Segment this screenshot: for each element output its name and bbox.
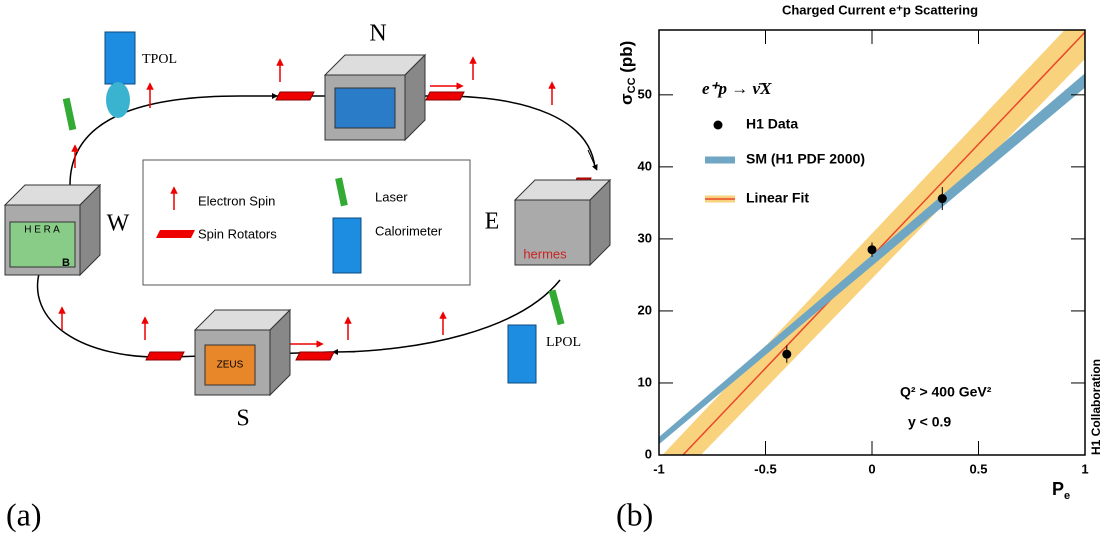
legend-rotator <box>156 230 195 238</box>
data-point <box>782 349 792 359</box>
chart: 0 10 20 30 40 50 -1 -0.5 0 0.5 1 Charged Current e⁺… <box>616 2 1103 532</box>
panel-label: (a) <box>6 496 42 532</box>
annotation: Q² > 400 GeV² <box>900 384 992 400</box>
y-label-subscript: CC <box>626 77 638 93</box>
box-label: B <box>62 257 70 269</box>
annotation: H1 Collaboration <box>1089 359 1103 455</box>
legend-text: Calorimeter <box>375 223 443 238</box>
x-tick-label: 1 <box>1081 461 1088 476</box>
legend-box <box>142 159 471 286</box>
x-tick-label: 0 <box>868 461 875 476</box>
x-label-symbol: P <box>1052 479 1064 499</box>
detector-boxes <box>3 53 612 397</box>
box-label: H E R A <box>24 225 60 236</box>
x-axis-label: Pe <box>1052 479 1070 502</box>
legend-label: SM (H1 PDF 2000) <box>746 151 865 167</box>
ring-label: S <box>236 406 249 432</box>
y-tick-label: 30 <box>638 230 652 245</box>
lpol-laser <box>548 289 565 326</box>
x-tick-label: -1 <box>653 461 665 476</box>
lpol-calorimeter <box>507 324 537 384</box>
y-label-unit: (pb) <box>617 41 636 78</box>
legend-text: Spin Rotators <box>198 226 277 241</box>
ring-label: E <box>485 209 500 235</box>
reaction: e⁺p → ν̄X <box>702 79 772 98</box>
uncertainty-band <box>659 73 1085 445</box>
box-label: ZEUS <box>217 360 244 371</box>
panel-label: (b) <box>616 496 653 532</box>
data-point <box>937 194 947 204</box>
box-label: hermes <box>523 246 567 261</box>
central-line <box>659 79 1085 442</box>
polarimeter-label: TPOL <box>142 52 177 67</box>
tpol-calorimeter <box>104 31 136 85</box>
x-tick-label: 0.5 <box>969 461 987 476</box>
annotation: y < 0.9 <box>908 414 951 430</box>
x-tick-label: -0.5 <box>754 461 776 476</box>
legend-laser <box>335 177 348 207</box>
x-label-subscript: e <box>1064 490 1070 502</box>
y-axis-label: σCC (pb) <box>617 41 637 105</box>
y-tick-label: 0 <box>645 446 652 461</box>
data-point <box>867 245 877 255</box>
chart-title: Charged Current e⁺p Scattering <box>782 2 978 17</box>
ring-label: W <box>107 211 130 237</box>
legend-text: Laser <box>375 189 408 204</box>
y-label-symbol: σ <box>617 93 636 105</box>
y-tick-label: 10 <box>638 374 652 389</box>
y-tick-label: 50 <box>638 86 652 101</box>
ring-arrow <box>587 149 598 171</box>
legend-marker <box>713 120 723 130</box>
legend-label: H1 Data <box>746 116 798 132</box>
ring-label: N <box>369 21 386 47</box>
legend-calorimeter <box>332 217 362 274</box>
tpol-laser <box>62 97 77 131</box>
y-tick-label: 20 <box>638 302 652 317</box>
legend-label: Linear Fit <box>746 190 809 206</box>
legend-text: Electron Spin <box>198 193 275 208</box>
spin-arrows <box>58 56 556 348</box>
diagram: N W E S TPOL LPOL H E R A B ZEUS hermes … <box>3 21 612 532</box>
y-tick-label: 40 <box>638 158 652 173</box>
polarimeter-label: LPOL <box>546 335 581 350</box>
tpol-beam <box>106 82 130 118</box>
